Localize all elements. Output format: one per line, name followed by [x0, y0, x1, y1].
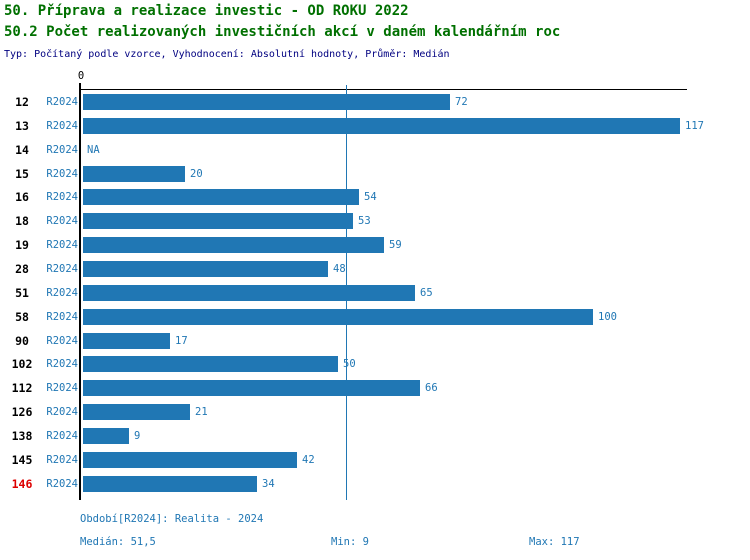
row-period-label: R2024 — [46, 96, 78, 108]
value-label: 54 — [364, 191, 377, 204]
footer-max-stat: Max: 117 — [529, 536, 580, 548]
value-bar — [83, 117, 680, 134]
value-label: 117 — [685, 119, 704, 132]
chart-row: 126 R2024 21 — [0, 404, 750, 421]
x-axis-zero-tick-label: 0 — [77, 70, 85, 82]
row-period-label: R2024 — [46, 143, 78, 156]
chart-row: 102 R2024 50 — [0, 356, 750, 373]
row-period-label: R2024 — [46, 382, 78, 395]
value-label: 50 — [343, 358, 356, 371]
chart-meta-line: Typ: Počítaný podle vzorce, Vyhodnocení:… — [4, 49, 450, 60]
row-period-label: R2024 — [46, 477, 78, 490]
chart-row: 145 R2024 42 — [0, 451, 750, 468]
value-label: 100 — [598, 310, 617, 323]
row-id-label: 28 — [15, 261, 29, 276]
row-id-label: 19 — [15, 238, 29, 253]
footer-median-stat: Medián: 51,5 — [80, 536, 156, 548]
row-id-label: 146 — [11, 476, 33, 491]
row-id-label: 18 — [15, 214, 29, 229]
chart-row: 146 R2024 34 — [0, 475, 750, 492]
row-period-label: R2024 — [46, 191, 78, 204]
chart-row: 15 R2024 20 — [0, 165, 750, 182]
page-title: 50. Příprava a realizace investic - OD R… — [4, 3, 409, 19]
row-id-label: 138 — [11, 428, 33, 443]
value-bar — [83, 356, 338, 373]
value-bar — [83, 165, 185, 182]
footer-period-info: Období[R2024]: Realita - 2024 — [80, 513, 264, 525]
chart-row: 90 R2024 17 — [0, 332, 750, 349]
value-label: 65 — [420, 286, 433, 299]
row-id-label: 145 — [11, 452, 33, 467]
chart-subtitle: 50.2 Počet realizovaných investičních ak… — [4, 24, 561, 40]
value-label: 9 — [134, 429, 141, 442]
value-bar — [83, 451, 297, 468]
footer-min-stat: Min: 9 — [331, 536, 369, 548]
value-bar — [83, 213, 353, 230]
row-id-label: 15 — [15, 166, 29, 181]
x-axis-line — [79, 89, 687, 90]
chart-row: 13 R2024 117 — [0, 117, 750, 134]
row-id-label: 51 — [15, 285, 29, 300]
row-id-label: 112 — [11, 381, 33, 396]
value-label: 72 — [455, 96, 468, 108]
value-label: 17 — [175, 334, 188, 347]
value-bar — [83, 427, 129, 444]
row-id-label: 14 — [15, 142, 29, 157]
value-bar — [83, 404, 190, 421]
row-period-label: R2024 — [46, 167, 78, 180]
value-bar — [83, 284, 415, 301]
value-bar — [83, 380, 420, 397]
y-axis-line — [79, 83, 81, 500]
row-period-label: R2024 — [46, 119, 78, 132]
chart-row: 12 R2024 72 — [0, 94, 750, 110]
chart-row: 112 R2024 66 — [0, 380, 750, 397]
row-id-label: 90 — [15, 333, 29, 348]
value-bar — [83, 237, 384, 254]
chart-row: 19 R2024 59 — [0, 237, 750, 254]
row-period-label: R2024 — [46, 286, 78, 299]
value-bar — [83, 332, 170, 349]
row-id-label: 102 — [11, 357, 33, 372]
row-period-label: R2024 — [46, 310, 78, 323]
chart-row: 58 R2024 100 — [0, 308, 750, 325]
value-label: 53 — [358, 215, 371, 228]
value-bar — [83, 475, 257, 492]
row-period-label: R2024 — [46, 239, 78, 252]
row-period-label: R2024 — [46, 358, 78, 371]
row-id-label: 13 — [15, 118, 29, 133]
value-bar — [83, 308, 593, 325]
value-label: 21 — [195, 406, 208, 419]
row-period-label: R2024 — [46, 453, 78, 466]
row-id-label: 58 — [15, 309, 29, 324]
row-period-label: R2024 — [46, 262, 78, 275]
value-bar — [83, 260, 328, 277]
value-label: 48 — [333, 262, 346, 275]
chart-row: 51 R2024 65 — [0, 284, 750, 301]
row-id-label: 16 — [15, 190, 29, 205]
chart-row: 18 R2024 53 — [0, 213, 750, 230]
value-label: 34 — [262, 477, 275, 490]
value-bar — [83, 94, 450, 110]
row-period-label: R2024 — [46, 215, 78, 228]
value-label: 20 — [190, 167, 203, 180]
value-label: 42 — [302, 453, 315, 466]
value-label: 66 — [425, 382, 438, 395]
value-bar — [83, 189, 359, 206]
chart-row: 28 R2024 48 — [0, 260, 750, 277]
value-label: NA — [87, 143, 100, 156]
row-period-label: R2024 — [46, 429, 78, 442]
chart-row: 138 R2024 9 — [0, 427, 750, 444]
row-period-label: R2024 — [46, 334, 78, 347]
row-id-label: 12 — [15, 95, 29, 109]
row-id-label: 126 — [11, 405, 33, 420]
chart-row: 14 R2024 NA — [0, 142, 750, 158]
value-label: 59 — [389, 239, 402, 252]
chart-row: 16 R2024 54 — [0, 189, 750, 206]
row-period-label: R2024 — [46, 406, 78, 419]
